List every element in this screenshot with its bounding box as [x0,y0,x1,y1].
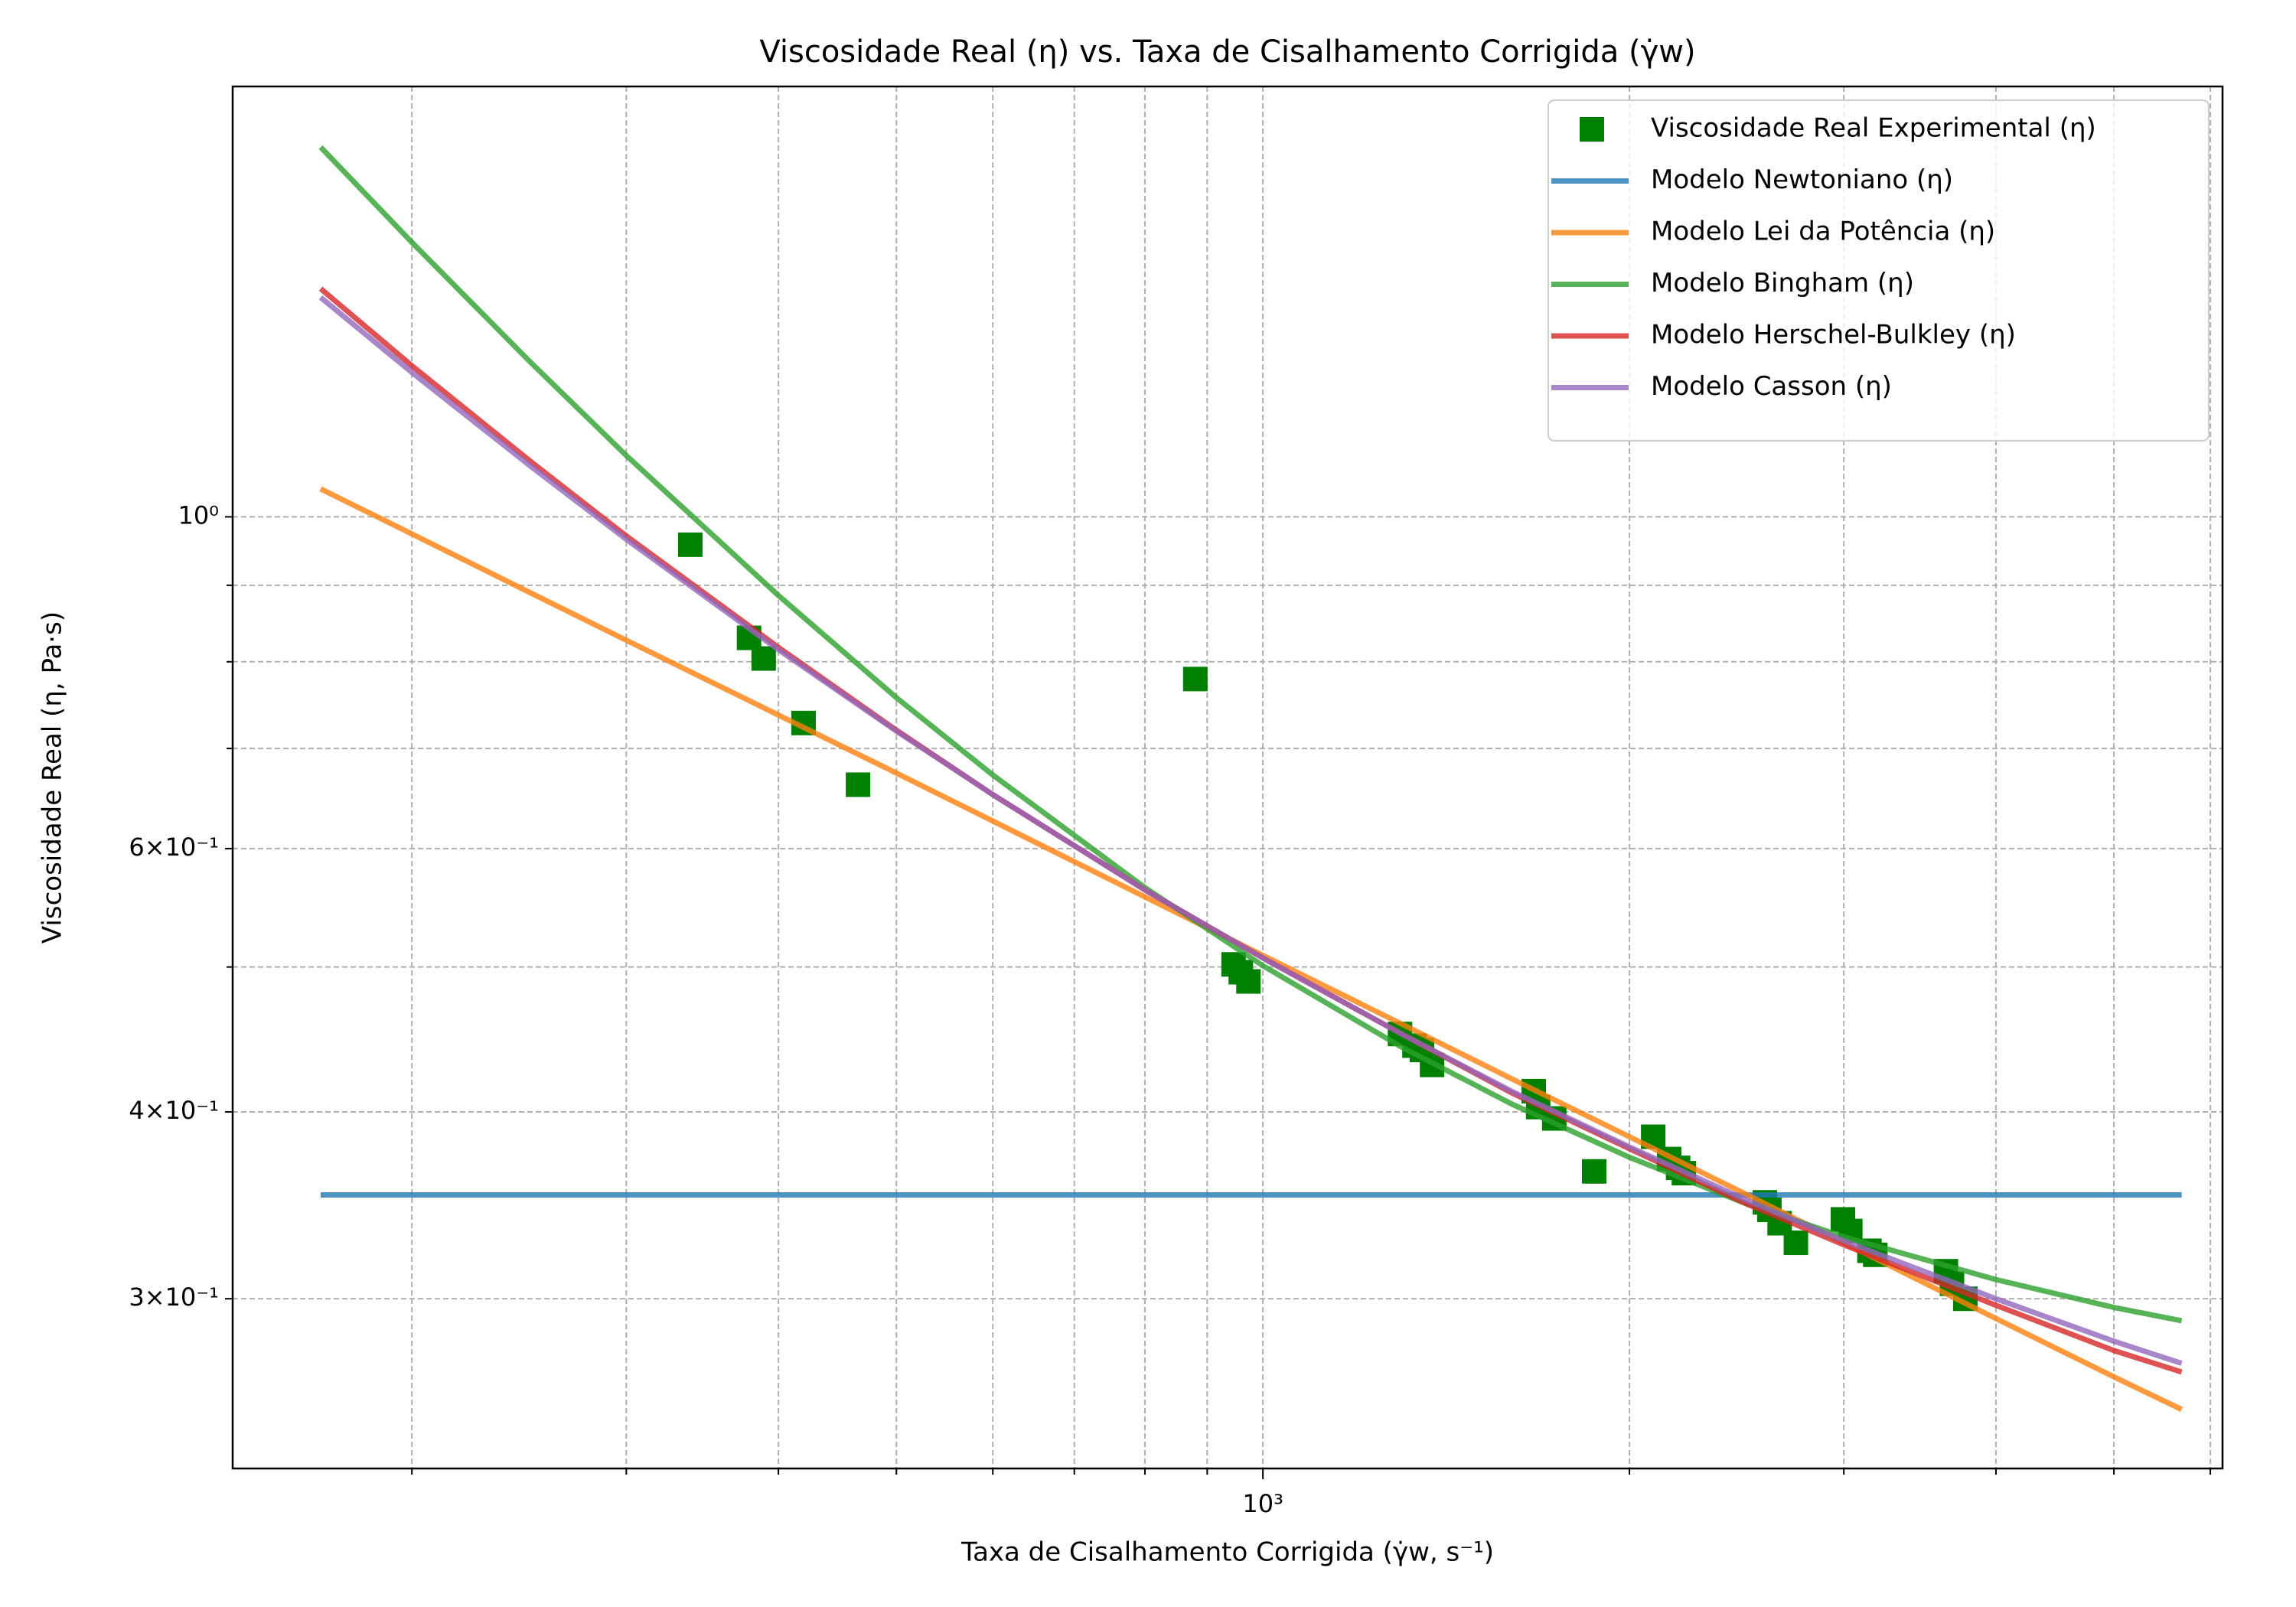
y-axis-label: Viscosidade Real (η, Pa·s) [38,611,68,944]
x-axis-label: Taxa de Cisalhamento Corrigida (γ̇w, s⁻¹… [960,1537,1494,1568]
chart-title: Viscosidade Real (η) vs. Taxa de Cisalha… [759,34,1695,70]
plot-area [318,145,2183,1412]
legend: Viscosidade Real Experimental (η) Modelo … [1548,99,2210,442]
data-point [1182,667,1208,692]
legend-label: Modelo Herschel-Bulkley (η) [1651,320,2016,350]
data-point [677,532,703,557]
legend-label: Viscosidade Real Experimental (η) [1651,113,2096,144]
data-point [1236,969,1261,994]
data-point [1581,1159,1606,1184]
model-line [318,145,2183,1324]
x-tick-label: 10³ [1242,1489,1283,1518]
y-tick-label: 3×10⁻¹ [129,1283,219,1312]
legend-label: Modelo Bingham (η) [1651,268,1914,298]
plot-frame [231,85,2224,1470]
y-tick-label: 10⁰ [178,500,219,530]
legend-label: Modelo Casson (η) [1651,371,1892,402]
data-point [1783,1231,1808,1256]
y-tick-label: 6×10⁻¹ [129,833,219,862]
model-line [318,295,2183,1366]
data-point [751,646,776,671]
y-tick-label: 4×10⁻¹ [129,1096,219,1125]
legend-label: Modelo Lei da Potência (η) [1651,217,1995,247]
legend-label: Modelo Newtoniano (η) [1651,165,1953,195]
legend-marker [1580,117,1604,142]
data-point [846,772,871,797]
legend-box [1548,99,2210,442]
